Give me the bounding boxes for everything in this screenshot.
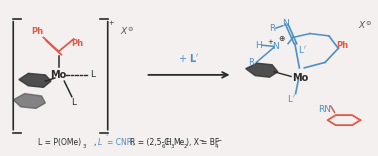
Text: 4: 4 [214,144,218,149]
Text: N: N [282,19,289,28]
Text: $X^{\ominus}$: $X^{\ominus}$ [358,19,372,31]
Text: = BF: = BF [201,138,220,147]
Text: R: R [248,58,254,67]
Text: ,: , [94,138,96,147]
Text: Me: Me [174,138,185,147]
Text: RN: RN [319,105,332,114]
Text: 3: 3 [82,144,86,149]
Text: Ph: Ph [336,41,348,50]
Text: L: L [90,70,95,79]
Text: Mo: Mo [51,70,67,80]
Text: ': ' [105,134,107,143]
Polygon shape [13,94,45,108]
Text: H: H [165,138,171,147]
Text: H: H [256,41,262,50]
Text: L$'$: L$'$ [298,44,307,55]
Polygon shape [246,63,278,77]
Text: L = P(OMe): L = P(OMe) [38,138,81,147]
Text: R: R [269,24,275,33]
Text: −: − [216,137,222,142]
Text: −: − [198,137,204,142]
Text: Mo: Mo [293,73,308,83]
Text: 2: 2 [184,144,187,149]
Text: L: L [71,98,76,107]
Text: +: + [267,39,273,45]
Text: Ph: Ph [71,39,84,48]
Text: N: N [273,42,279,51]
Text: ), X: ), X [186,138,199,147]
Polygon shape [19,73,51,87]
Text: $\oplus$: $\oplus$ [278,34,285,43]
Text: R = (2,5-C: R = (2,5-C [130,138,170,147]
Text: 3: 3 [171,144,174,149]
Text: Ph: Ph [32,27,44,36]
Text: 6: 6 [162,144,165,149]
Text: $X^{\ominus}$: $X^{\ominus}$ [119,25,134,37]
Text: $^+$: $^+$ [107,20,116,30]
Text: = CNR,: = CNR, [107,138,135,147]
Text: L$'$: L$'$ [287,93,296,104]
Text: $+$ L$'$: $+$ L$'$ [178,52,200,64]
Text: L: L [98,138,102,147]
